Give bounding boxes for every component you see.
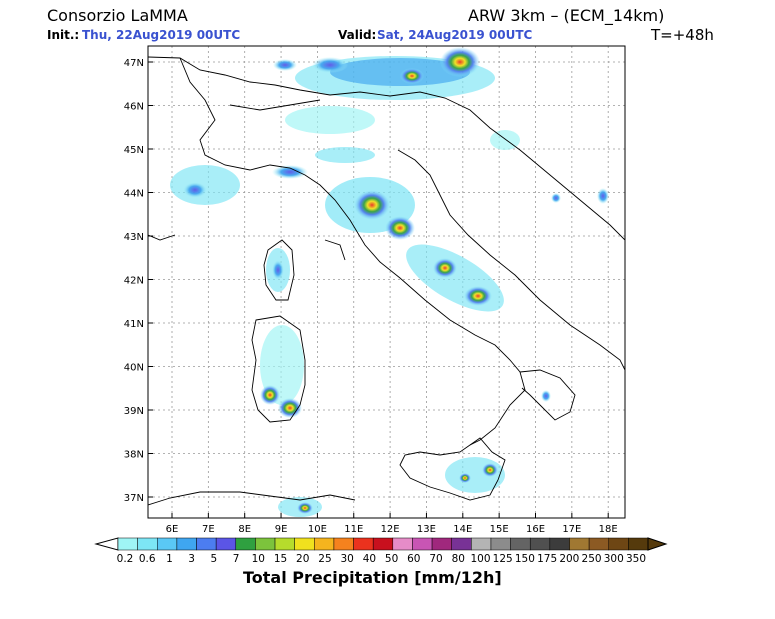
colorbar-swatch (510, 537, 531, 551)
colorbar-label: 3 (188, 553, 195, 565)
colorbar-swatch (235, 537, 256, 551)
colorbar-swatch (490, 537, 511, 551)
colorbar-label: 300 (604, 553, 624, 565)
lat-label: 46N (124, 102, 144, 113)
colorbar-swatch (333, 537, 354, 551)
colorbar-swatch (157, 537, 178, 551)
lon-label: 18E (599, 524, 618, 535)
colorbar-label: 100 (470, 553, 490, 565)
colorbar-label: 250 (582, 553, 602, 565)
colorbar-label: 0.2 (117, 553, 134, 565)
colorbar-label: 0.6 (139, 553, 156, 565)
colorbar-swatch (274, 537, 295, 551)
colorbar-label: 25 (318, 553, 331, 565)
colorbar-title: Total Precipitation [mm/12h] (243, 568, 502, 587)
model-title: ARW 3km – (ECM_14km) (468, 6, 665, 25)
lon-label: 10E (308, 524, 327, 535)
colorbar-label: 40 (363, 553, 376, 565)
colorbar-label: 10 (252, 553, 265, 565)
lat-label: 40N (124, 363, 144, 374)
lon-label: 6E (166, 524, 179, 535)
map-area (148, 46, 625, 518)
colorbar-swatch (549, 537, 570, 551)
colorbar-label: 20 (296, 553, 309, 565)
colorbar-swatch (215, 537, 237, 551)
colorbar-swatch (451, 537, 472, 551)
colorbar-swatch (314, 537, 335, 551)
colorbar-label: 60 (407, 553, 420, 565)
colorbar-label: 15 (274, 553, 287, 565)
lon-label: 13E (417, 524, 436, 535)
colorbar-label: 200 (559, 553, 579, 565)
lat-label: 37N (124, 493, 144, 504)
lon-label: 11E (344, 524, 363, 535)
lon-label: 8E (238, 524, 251, 535)
colorbar-swatch (529, 537, 551, 551)
colorbar-swatch (196, 537, 217, 551)
colorbar-swatch (628, 537, 649, 551)
colorbar-swatch (392, 537, 413, 551)
colorbar-swatch (353, 537, 374, 551)
colorbar-swatch (471, 537, 492, 551)
init-value: Thu, 22Aug2019 00UTC (82, 28, 241, 42)
lat-label: 42N (124, 276, 144, 287)
lon-label: 16E (526, 524, 545, 535)
colorbar-swatch (588, 537, 609, 551)
lon-label: 15E (490, 524, 509, 535)
map-frame (147, 45, 626, 519)
lon-label: 7E (202, 524, 215, 535)
lat-label: 47N (124, 58, 144, 69)
colorbar-label: 5 (211, 553, 218, 565)
lat-lon-gridlines (148, 46, 625, 518)
colorbar-swatch (412, 537, 433, 551)
lat-label: 39N (124, 406, 144, 417)
colorbar-label: 1 (166, 553, 173, 565)
valid-value: Sat, 24Aug2019 00UTC (377, 28, 533, 42)
init-label: Init.: (47, 28, 80, 42)
lon-label: 9E (275, 524, 288, 535)
colorbar: 0.2 0.6 1 3 5 7 10 15 20 25 30 40 50 60 70 80 100 125 150 1… (94, 537, 668, 565)
colorbar-label: 175 (537, 553, 557, 565)
colorbar-swatch (608, 537, 629, 551)
lat-label: 41N (124, 319, 144, 330)
colorbar-swatch (431, 537, 452, 551)
colorbar-label: 30 (340, 553, 353, 565)
colorbar-swatch (137, 537, 158, 551)
valid-label: Valid: (338, 28, 377, 42)
colorbar-high-arrow (647, 537, 668, 551)
colorbar-label: 150 (515, 553, 535, 565)
lat-label: 38N (124, 450, 144, 461)
colorbar-swatch (294, 537, 315, 551)
forecast-hour: T=+48h (651, 26, 714, 44)
colorbar-label: 50 (385, 553, 398, 565)
lat-label: 44N (124, 189, 144, 200)
colorbar-swatch (255, 537, 276, 551)
colorbar-label: 7 (233, 553, 240, 565)
lon-label: 14E (453, 524, 472, 535)
colorbar-label: 350 (626, 553, 646, 565)
colorbar-label: 70 (429, 553, 442, 565)
axis-labels: 6E 7E 8E 9E 10E 11E 12E 13E 14E 15E 16E 17E 18E 47N 46… (124, 58, 618, 535)
colorbar-swatch (372, 537, 394, 551)
lon-label: 12E (381, 524, 400, 535)
organization-title: Consorzio LaMMA (47, 6, 188, 25)
colorbar-swatch (117, 537, 138, 551)
colorbar-low-arrow (94, 537, 119, 551)
lat-label: 45N (124, 145, 144, 156)
colorbar-label: 80 (452, 553, 465, 565)
colorbar-swatch (176, 537, 197, 551)
lon-label: 17E (562, 524, 581, 535)
lat-label: 43N (124, 232, 144, 243)
coastlines (148, 56, 625, 506)
precipitation-field (170, 47, 609, 517)
colorbar-label: 125 (493, 553, 513, 565)
colorbar-swatch (569, 537, 590, 551)
